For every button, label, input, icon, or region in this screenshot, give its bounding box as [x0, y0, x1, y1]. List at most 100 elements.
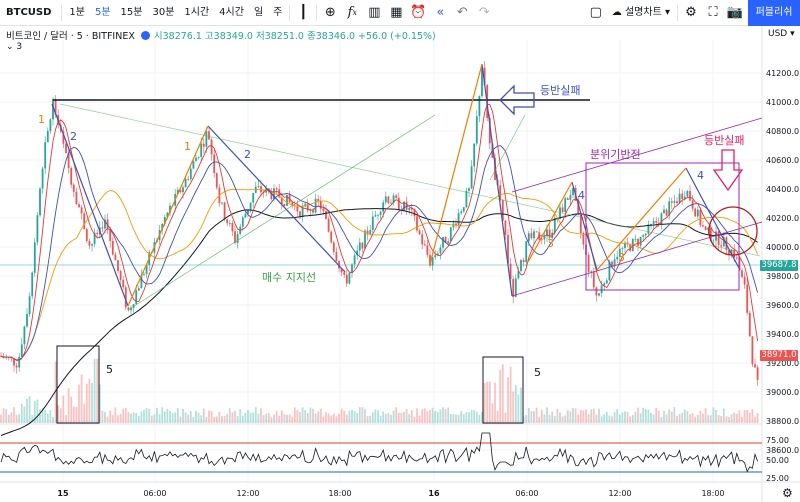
volume-bar	[356, 413, 359, 423]
volume-bar	[148, 408, 151, 423]
volume-bar	[647, 409, 650, 423]
volume-bar	[109, 410, 112, 423]
candle-body	[665, 209, 668, 216]
candle-body	[223, 202, 226, 220]
settings-gear-icon[interactable]: ⚙	[685, 5, 697, 20]
financials-icon[interactable]: ▥	[368, 5, 381, 20]
rsi-line	[0, 432, 758, 473]
volume-bar	[67, 388, 70, 423]
candle-body	[647, 224, 650, 234]
camera-icon[interactable]: 📷	[726, 5, 744, 20]
volume-bar	[278, 415, 281, 423]
price-tick-label: 39600.0	[766, 301, 799, 310]
candle-body	[137, 288, 140, 291]
volume-bar	[369, 415, 372, 423]
volume-bar	[702, 413, 704, 423]
candle-body	[603, 283, 606, 286]
axis-settings-gear-icon[interactable]: ⚙	[782, 486, 793, 500]
volume-bar	[275, 410, 278, 423]
time-axis[interactable]: 15 06:00 12:00 18:00 16 06:00 12:00 18:00	[57, 489, 724, 498]
volume-bar	[85, 383, 88, 423]
volume-bar	[54, 361, 57, 423]
interval-1d[interactable]: 일	[253, 6, 264, 18]
redo-icon[interactable]: ↷	[478, 5, 490, 20]
indicator-count[interactable]: ⌄ 3	[6, 42, 23, 52]
chart-type-dropdown[interactable]: ☁ 설명차트 ▾	[611, 6, 670, 18]
candle-body	[722, 237, 725, 247]
candle-body	[452, 223, 455, 228]
candle-body	[369, 230, 372, 235]
currency-selector[interactable]: USD ▾	[768, 29, 795, 39]
fullscreen-icon[interactable]: ⛶	[708, 5, 718, 20]
volume-bar	[15, 415, 18, 423]
volume-bar	[304, 410, 307, 423]
interval-5m[interactable]: 5분	[94, 6, 111, 18]
distribution-box[interactable]	[585, 162, 740, 291]
volume-bar	[153, 414, 156, 423]
time-tick-label: 06:00	[143, 489, 166, 498]
candle-body	[681, 193, 684, 199]
symbol-description[interactable]: 비트코인 / 달러 · 5 · BITFINEX	[6, 31, 135, 42]
interval-4h[interactable]: 4시간	[219, 6, 244, 18]
symbol-search[interactable]: BTCUSD	[6, 7, 52, 18]
volume-bar	[130, 413, 132, 423]
volume-bar	[169, 410, 171, 423]
candle-body	[707, 227, 710, 230]
candle-body	[655, 221, 658, 223]
templates-icon[interactable]: ▦	[390, 5, 403, 20]
interval-1w[interactable]: 주	[273, 6, 283, 18]
volume-bar	[603, 414, 606, 423]
wave-line-blue-5	[685, 167, 741, 271]
volume-bar	[499, 369, 502, 423]
candle-body	[358, 242, 361, 251]
volume-bar	[132, 412, 135, 423]
interval-1m[interactable]: 1분	[69, 6, 85, 18]
volume-bar	[221, 416, 223, 423]
undo-icon[interactable]: ↶	[456, 5, 468, 20]
volume-bar	[75, 406, 78, 423]
candle-body	[317, 198, 320, 202]
interval-30m[interactable]: 30분	[152, 6, 175, 18]
volume-bar	[10, 412, 13, 423]
interval-15m[interactable]: 15분	[120, 6, 143, 18]
alert-icon[interactable]: ⏰	[410, 5, 427, 20]
volume-bar	[215, 416, 218, 423]
candle-body	[247, 209, 249, 214]
ma-50-line	[0, 145, 759, 361]
volume-bar	[548, 414, 551, 423]
volume-bar	[600, 416, 603, 423]
volume-bar	[161, 407, 164, 423]
price-tick-label: 38800.0	[766, 417, 799, 426]
candle-body	[213, 154, 216, 174]
volume-bar	[543, 414, 546, 423]
candle-body	[200, 143, 203, 157]
candles-icon[interactable]: ┃	[299, 5, 308, 20]
candle-body	[657, 222, 660, 225]
candle-body	[70, 168, 73, 185]
volume-bar	[249, 412, 252, 423]
price-axis[interactable]: 41200.0 41000.0 40800.0 40600.0 40400.0 40200…	[766, 69, 799, 455]
volume-bar	[496, 410, 499, 423]
candle-body	[488, 118, 491, 144]
candle-body	[231, 223, 234, 232]
volume-bar	[400, 412, 403, 423]
volume-bar	[595, 414, 598, 423]
publish-button[interactable]: 퍼블리쉬	[748, 0, 800, 26]
compare-plus-icon[interactable]: ⊕	[324, 5, 336, 20]
price-tick-label: 39000.0	[766, 388, 799, 397]
candle-body	[624, 242, 626, 249]
volume-bar	[187, 414, 190, 423]
layout-icon[interactable]: ▢	[589, 5, 602, 20]
volume-bar	[657, 410, 660, 423]
volume-bar	[634, 411, 637, 423]
candle-body	[709, 227, 712, 242]
volume-bar	[137, 415, 140, 423]
replay-icon[interactable]: «	[436, 5, 445, 20]
candle-body	[309, 210, 312, 212]
wave-line-blue-4	[571, 181, 598, 271]
volume-box-label-1: 5	[106, 363, 113, 376]
volume-bar	[390, 414, 392, 423]
interval-1h[interactable]: 1시간	[184, 6, 210, 18]
